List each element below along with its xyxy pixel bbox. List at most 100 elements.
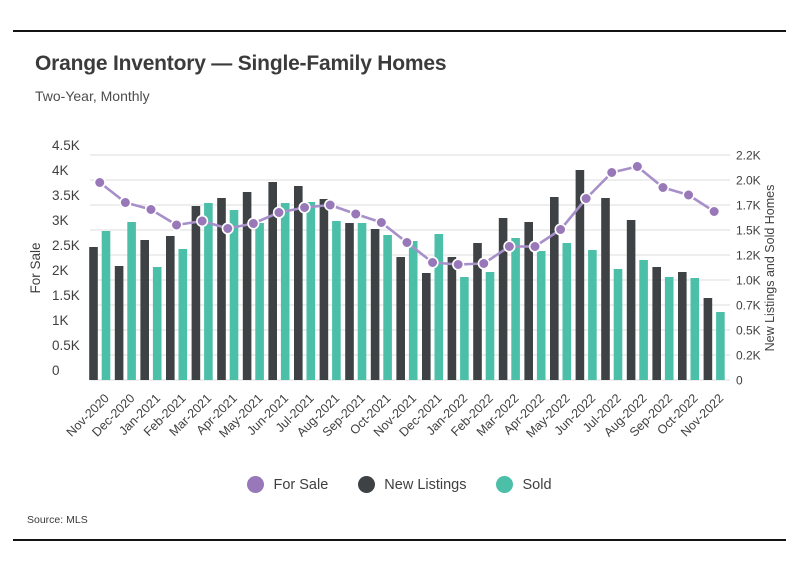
bar-sold[interactable] bbox=[255, 223, 264, 380]
chart-subtitle: Two-Year, Monthly bbox=[35, 88, 150, 104]
bar-new-listings[interactable] bbox=[242, 192, 252, 380]
left-axis-tick-label: 1K bbox=[52, 313, 69, 328]
for-sale-point[interactable] bbox=[580, 192, 593, 205]
bar-new-listings[interactable] bbox=[601, 198, 610, 380]
right-axis-tick-label: 0.7K bbox=[736, 299, 761, 313]
bottom-rule bbox=[13, 539, 786, 541]
bar-new-listings[interactable] bbox=[678, 272, 687, 380]
for-sale-point[interactable] bbox=[324, 198, 337, 212]
for-sale-point[interactable] bbox=[93, 176, 106, 189]
right-axis-tick-label: 1.0K bbox=[736, 274, 761, 288]
bar-sold[interactable] bbox=[511, 238, 520, 380]
for-sale-point[interactable] bbox=[631, 160, 644, 173]
for-sale-point[interactable] bbox=[272, 206, 286, 219]
for-sale-point[interactable] bbox=[426, 256, 439, 269]
for-sale-point[interactable] bbox=[144, 203, 158, 216]
for-sale-point[interactable] bbox=[298, 201, 311, 214]
bar-new-listings[interactable] bbox=[114, 266, 124, 380]
bar-new-listings[interactable] bbox=[652, 267, 661, 380]
right-axis-tick-label: 1.5K bbox=[736, 224, 761, 238]
bar-new-listings[interactable] bbox=[345, 223, 354, 380]
bar-new-listings[interactable] bbox=[498, 218, 508, 380]
bar-new-listings[interactable] bbox=[166, 236, 175, 380]
bar-sold[interactable] bbox=[664, 277, 674, 380]
bar-sold[interactable] bbox=[152, 267, 162, 380]
legend-item-for-sale[interactable]: For Sale bbox=[247, 476, 328, 493]
bar-sold[interactable] bbox=[101, 231, 111, 380]
for-sale-point[interactable] bbox=[170, 218, 183, 232]
for-sale-point[interactable] bbox=[349, 207, 362, 221]
for-sale-point[interactable] bbox=[375, 216, 388, 229]
for-sale-point[interactable] bbox=[554, 223, 567, 236]
bar-new-listings[interactable] bbox=[447, 257, 457, 380]
for-sale-point[interactable] bbox=[528, 240, 542, 253]
bar-sold[interactable] bbox=[716, 312, 725, 380]
bar-sold[interactable] bbox=[613, 269, 623, 380]
bar-sold[interactable] bbox=[408, 241, 418, 380]
left-axis-tick-label: 0.5K bbox=[52, 338, 80, 353]
bar-sold[interactable] bbox=[383, 235, 392, 380]
for-sale-point[interactable] bbox=[503, 240, 516, 253]
legend-item-new-listings[interactable]: New Listings bbox=[358, 476, 466, 493]
bar-sold[interactable] bbox=[460, 277, 469, 380]
bar-new-listings[interactable] bbox=[217, 198, 226, 380]
bar-sold[interactable] bbox=[639, 260, 648, 380]
for-sale-point[interactable] bbox=[247, 217, 260, 230]
bar-new-listings[interactable] bbox=[370, 229, 380, 380]
bar-sold[interactable] bbox=[536, 251, 546, 380]
right-axis-tick-label: 2.2K bbox=[736, 149, 761, 163]
bar-sold[interactable] bbox=[485, 272, 495, 380]
left-axis-tick-label: 0 bbox=[52, 363, 60, 378]
left-axis-tick-label: 4K bbox=[52, 163, 69, 178]
left-axis-tick-label: 3K bbox=[52, 213, 69, 228]
left-axis-tick-label: 3.5K bbox=[52, 188, 80, 203]
bar-sold[interactable] bbox=[588, 250, 597, 380]
source-note: Source: MLS bbox=[27, 514, 88, 526]
bar-sold[interactable] bbox=[357, 223, 367, 380]
bar-sold[interactable] bbox=[204, 203, 213, 380]
bar-sold[interactable] bbox=[332, 221, 341, 380]
bar-new-listings[interactable] bbox=[396, 257, 405, 380]
right-axis-tick-label: 0.2K bbox=[736, 349, 761, 363]
right-axis-tick-label: 1.2K bbox=[736, 249, 761, 263]
bar-new-listings[interactable] bbox=[191, 206, 201, 380]
right-axis-tick-label: 2.0K bbox=[736, 174, 761, 188]
bar-sold[interactable] bbox=[280, 203, 290, 380]
legend-item-label: New Listings bbox=[384, 476, 467, 493]
for-sale-point[interactable] bbox=[682, 188, 695, 202]
for-sale-point[interactable] bbox=[708, 205, 721, 218]
chart-legend: For Sale New Listings Sold bbox=[0, 476, 799, 493]
bar-sold[interactable] bbox=[178, 249, 188, 380]
for-sale-point[interactable] bbox=[400, 236, 414, 249]
left-axis-tick-label: 1.5K bbox=[52, 288, 80, 303]
bar-sold[interactable] bbox=[306, 202, 316, 380]
bar-new-listings[interactable] bbox=[422, 273, 431, 380]
for-sale-point[interactable] bbox=[452, 258, 465, 271]
for-sale-point[interactable] bbox=[477, 257, 490, 270]
bar-new-listings[interactable] bbox=[140, 240, 149, 380]
right-axis-title: New Listings and Sold Homes bbox=[763, 185, 777, 352]
bar-new-listings[interactable] bbox=[550, 197, 559, 380]
bar-sold[interactable] bbox=[127, 222, 136, 380]
for-sale-point[interactable] bbox=[221, 222, 234, 235]
bar-new-listings[interactable] bbox=[575, 170, 585, 380]
legend-item-sold[interactable]: Sold bbox=[496, 476, 552, 493]
for-sale-point[interactable] bbox=[196, 214, 209, 228]
bar-sold[interactable] bbox=[690, 278, 700, 380]
bar-new-listings[interactable] bbox=[294, 186, 303, 380]
for-sale-point[interactable] bbox=[605, 166, 618, 179]
bar-new-listings[interactable] bbox=[268, 182, 277, 380]
bar-new-listings[interactable] bbox=[89, 247, 98, 380]
bar-new-listings[interactable] bbox=[626, 220, 636, 380]
bar-sold[interactable] bbox=[434, 234, 444, 380]
bar-new-listings[interactable] bbox=[319, 199, 329, 380]
for-sale-point[interactable] bbox=[119, 196, 132, 209]
bar-new-listings[interactable] bbox=[473, 243, 482, 380]
bar-sold[interactable] bbox=[229, 210, 239, 380]
bar-new-listings[interactable] bbox=[703, 298, 713, 380]
bar-sold[interactable] bbox=[562, 243, 572, 380]
for-sale-point[interactable] bbox=[656, 181, 670, 194]
left-axis-tick-label: 4.5K bbox=[52, 138, 80, 153]
bar-new-listings[interactable] bbox=[524, 222, 533, 380]
